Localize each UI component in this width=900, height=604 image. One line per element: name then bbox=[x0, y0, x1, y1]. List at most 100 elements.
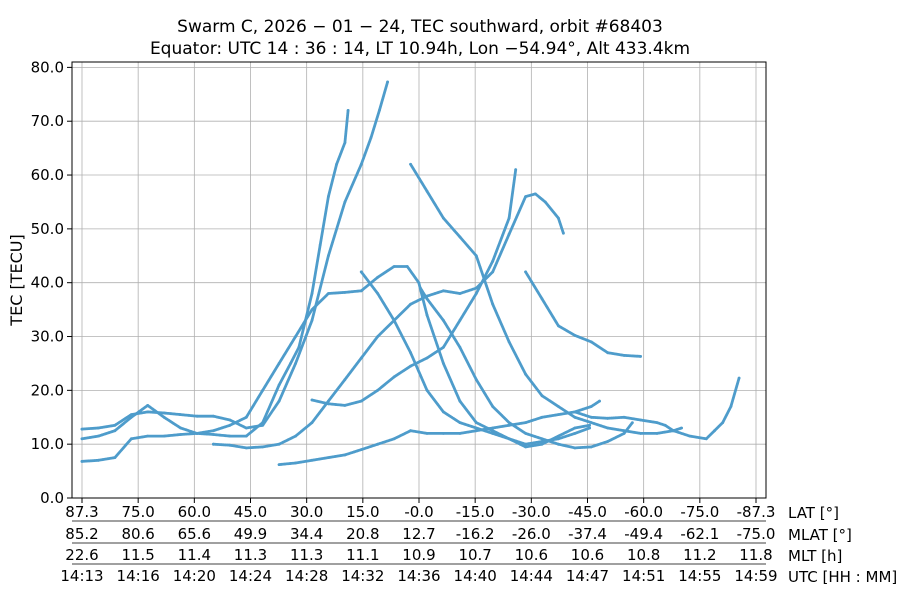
data-point bbox=[557, 437, 560, 441]
data-point bbox=[540, 297, 544, 301]
data-point bbox=[310, 292, 314, 295]
data-point bbox=[327, 292, 330, 295]
x-tick-label-1: -60.0 bbox=[624, 503, 663, 521]
data-point bbox=[425, 313, 429, 317]
data-point bbox=[261, 421, 265, 424]
data-point bbox=[639, 418, 642, 422]
data-point bbox=[573, 410, 577, 414]
x-tick-label-1: 45.0 bbox=[234, 503, 267, 521]
x-tick-label-2: -75.0 bbox=[737, 525, 776, 543]
data-point bbox=[562, 231, 565, 235]
data-point bbox=[588, 426, 591, 430]
data-point bbox=[721, 421, 725, 424]
data-point bbox=[343, 291, 347, 294]
data-point bbox=[343, 378, 347, 381]
x-row-name: UTC [HH : MM] bbox=[788, 568, 897, 586]
x-tick-label-4: 14:13 bbox=[60, 567, 103, 585]
data-point bbox=[277, 399, 281, 403]
data-point bbox=[359, 356, 363, 360]
data-point bbox=[369, 136, 373, 139]
data-point bbox=[97, 434, 100, 438]
x-tick-label-3: 11.4 bbox=[178, 546, 211, 564]
data-point bbox=[310, 421, 314, 424]
series-line bbox=[212, 192, 565, 450]
data-point bbox=[277, 442, 281, 446]
data-point bbox=[294, 461, 297, 465]
x-tick-label-1: -0.0 bbox=[404, 503, 433, 521]
x-tick-label-3: 11.8 bbox=[739, 546, 772, 564]
x-tick-label-2: 65.6 bbox=[178, 525, 211, 543]
data-point bbox=[277, 362, 281, 365]
x-tick-label-2: 12.7 bbox=[402, 525, 435, 543]
data-point bbox=[442, 345, 445, 349]
data-point bbox=[622, 415, 626, 419]
y-tick-label: 30.0 bbox=[31, 328, 64, 346]
data-point bbox=[228, 418, 232, 422]
x-tick-label-1: -30.0 bbox=[512, 503, 551, 521]
data-point bbox=[474, 426, 478, 430]
data-point bbox=[557, 324, 560, 328]
data-point bbox=[80, 460, 84, 463]
data-point bbox=[688, 434, 692, 438]
data-point bbox=[540, 394, 544, 398]
x-tick-label-2: -37.4 bbox=[568, 525, 607, 543]
data-point bbox=[622, 354, 626, 357]
data-point bbox=[713, 429, 716, 433]
data-point bbox=[261, 388, 265, 392]
data-point bbox=[310, 308, 314, 311]
data-point bbox=[491, 270, 495, 274]
data-point bbox=[655, 432, 659, 435]
series-track-11 bbox=[277, 399, 601, 466]
x-tick-label-3: 10.7 bbox=[458, 546, 491, 564]
data-point bbox=[606, 416, 610, 420]
data-point bbox=[458, 319, 462, 322]
chart-title-line1: Swarm C, 2026 − 01 − 24, TEC southward, … bbox=[177, 17, 663, 37]
series-line bbox=[524, 270, 642, 358]
x-tick-label-2: 80.6 bbox=[121, 525, 154, 543]
data-point bbox=[318, 243, 322, 247]
x-tick-label-1: 30.0 bbox=[290, 503, 323, 521]
data-point bbox=[392, 375, 396, 379]
data-point bbox=[442, 216, 445, 220]
data-point bbox=[228, 434, 232, 438]
x-row-name: MLT [h] bbox=[788, 547, 842, 565]
data-point bbox=[195, 414, 199, 418]
data-point bbox=[179, 433, 183, 436]
data-point bbox=[543, 200, 547, 204]
data-point bbox=[417, 281, 421, 285]
data-point bbox=[589, 445, 593, 449]
data-point bbox=[425, 297, 429, 301]
data-point bbox=[343, 200, 347, 204]
data-point bbox=[146, 404, 150, 407]
data-point bbox=[277, 463, 281, 466]
data-point bbox=[425, 189, 429, 193]
data-point bbox=[179, 426, 183, 430]
data-point bbox=[589, 405, 593, 408]
data-point bbox=[458, 235, 462, 239]
x-tick-label-4: 14:47 bbox=[566, 567, 609, 585]
data-point bbox=[97, 426, 100, 430]
x-tick-label-1: 75.0 bbox=[121, 503, 154, 521]
data-point bbox=[491, 405, 495, 408]
data-point bbox=[737, 376, 741, 380]
series-track-4 bbox=[212, 192, 565, 450]
data-point bbox=[491, 429, 495, 433]
x-tick-label-2: -49.4 bbox=[624, 525, 663, 543]
data-point bbox=[376, 335, 380, 338]
data-point bbox=[113, 423, 117, 427]
data-point bbox=[491, 259, 495, 263]
data-point bbox=[507, 232, 511, 236]
data-point bbox=[392, 437, 396, 441]
data-point bbox=[179, 413, 183, 416]
data-point bbox=[639, 355, 642, 358]
data-point bbox=[80, 437, 84, 441]
data-point bbox=[162, 434, 166, 438]
data-point bbox=[327, 456, 330, 459]
data-point bbox=[376, 275, 380, 279]
data-point bbox=[557, 434, 560, 438]
data-point bbox=[474, 254, 478, 258]
data-point bbox=[442, 319, 445, 322]
data-point bbox=[540, 440, 544, 443]
data-point bbox=[327, 399, 330, 403]
